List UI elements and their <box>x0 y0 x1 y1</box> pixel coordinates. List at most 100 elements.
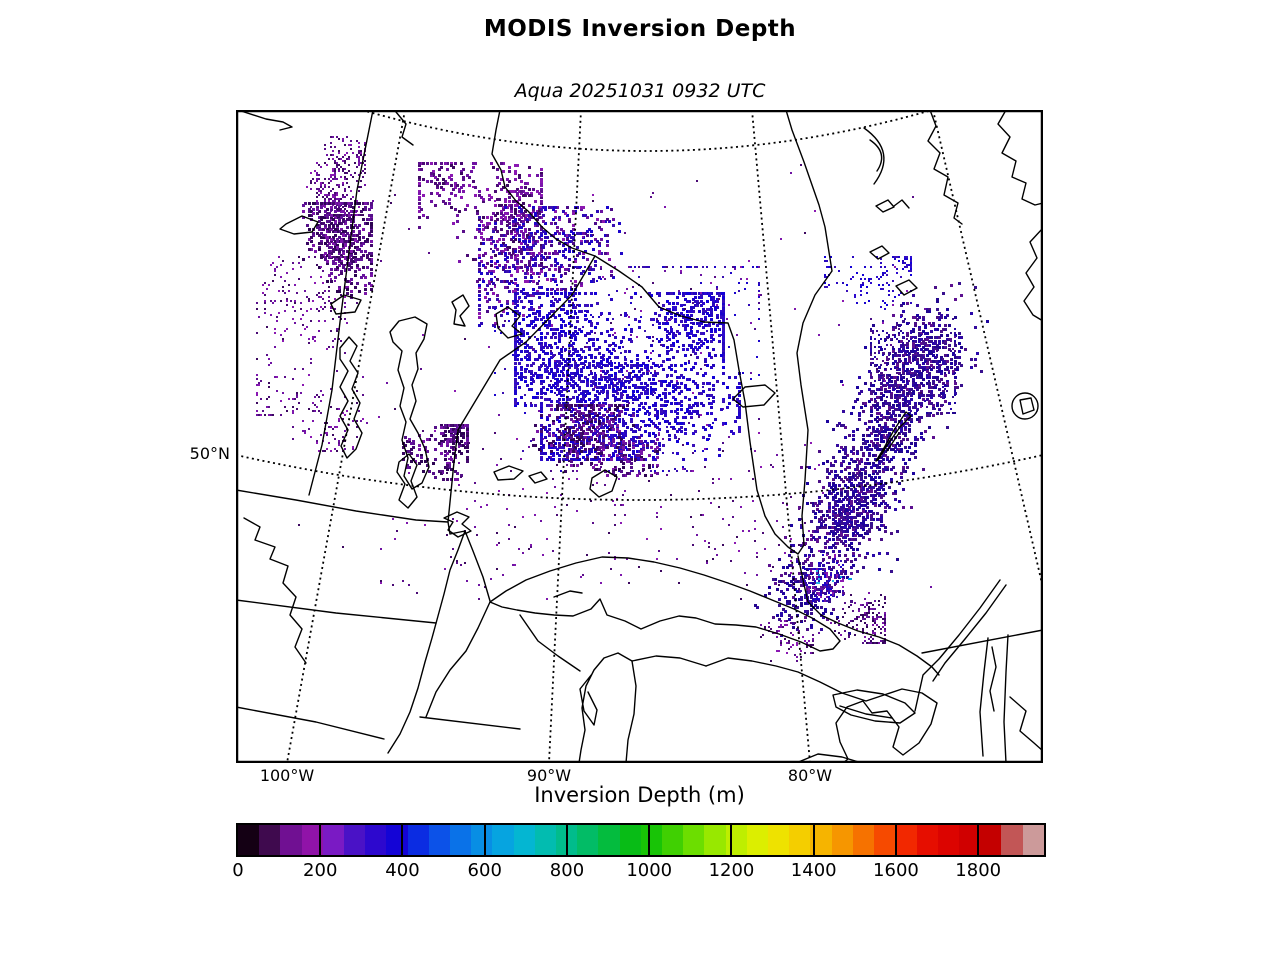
colorbar-segment <box>852 825 875 855</box>
belcher-islands <box>893 199 910 209</box>
graticule <box>236 110 1043 763</box>
map-canvas <box>236 110 1043 763</box>
us-canada-border-45n <box>921 629 1043 654</box>
colorbar-tick-mark <box>894 823 897 857</box>
colorbar-tick-label: 1000 <box>626 860 673 881</box>
colorbar-tick-mark <box>648 823 651 857</box>
colorbar-tick-label: 800 <box>549 860 585 881</box>
colorbar-segment <box>831 825 853 855</box>
lat-tick-label-50n: 50°N <box>189 444 230 463</box>
quebec-small-lakes <box>869 199 918 296</box>
lake-nipigon <box>589 469 618 498</box>
manicouagan-island <box>1019 397 1035 415</box>
colorbar-segment <box>365 825 387 855</box>
atlantic-coast-hint <box>1009 696 1043 752</box>
lon-tick-label: 100°W <box>259 766 315 785</box>
parallel-55n <box>361 110 933 152</box>
parallel-50n <box>236 454 1043 501</box>
colorbar-segment <box>534 825 557 855</box>
colorbar-tick-label: 400 <box>385 860 420 881</box>
quebec-right-coast <box>1023 227 1043 322</box>
lon-tick-label: 80°W <box>787 766 833 785</box>
lake-winnipeg <box>389 316 430 490</box>
plot-subtitle: Aqua 20251031 0932 UTC <box>514 80 766 102</box>
colorbar-tick-mark <box>812 823 815 857</box>
red-river-border <box>387 530 466 754</box>
colorbar-tick-mark <box>730 823 733 857</box>
meridian-80w <box>751 110 811 763</box>
colorbar-segment <box>322 825 345 855</box>
colorbar-segment <box>1022 825 1044 855</box>
colorbar-segment <box>428 825 451 855</box>
wisconsin-lines <box>419 601 581 730</box>
mackinac-shore <box>631 655 707 667</box>
colorbar-segment <box>301 825 323 855</box>
colorbar-segment <box>471 825 493 855</box>
colorbar-segment <box>450 825 472 855</box>
st-lawrence-river <box>914 579 1007 712</box>
colorbar-segment <box>492 825 514 855</box>
colorbar-segment <box>1001 825 1023 855</box>
lake-erie-edge <box>795 753 863 763</box>
colorbar-tick-mark <box>401 823 404 857</box>
colorbar-segment <box>662 825 684 855</box>
colorbar-segment <box>640 825 663 855</box>
map-axes <box>236 110 1043 763</box>
missouri-river <box>243 517 307 664</box>
colorbar-segment <box>768 825 790 855</box>
colorbar-tick-label: 200 <box>303 860 338 881</box>
lake-huron-georgian-bay <box>705 657 938 763</box>
colorbar-tick-mark <box>977 823 980 857</box>
manicouagan-ring <box>1011 392 1039 420</box>
colorbar-segment <box>980 825 1002 855</box>
us-canada-border-49n <box>236 489 491 602</box>
lon-tick-label: 90°W <box>526 766 572 785</box>
ungava-coast <box>927 110 963 225</box>
colorbar-segment <box>895 825 917 855</box>
meridian-100w <box>286 110 406 763</box>
saskatchewan-lakes <box>279 215 523 339</box>
colorbar-segment <box>344 825 366 855</box>
northeast-state-lines <box>979 634 1009 763</box>
colorbar-tick-mark <box>319 823 322 857</box>
colorbar-segment <box>598 825 620 855</box>
colorbar-tick-label: 1800 <box>955 860 1002 881</box>
modis-data-pixels <box>256 136 989 662</box>
colorbar-segment <box>746 825 769 855</box>
colorbar-segment <box>259 825 281 855</box>
plot-title: MODIS Inversion Depth <box>483 16 797 42</box>
colorbar-segment <box>916 825 938 855</box>
colorbar-title: Inversion Depth (m) <box>534 783 745 807</box>
colorbar-segment <box>513 825 535 855</box>
colorbar-tick-mark <box>483 823 486 857</box>
lake-of-the-woods <box>443 511 472 538</box>
quebec-top-right-coast <box>997 110 1043 206</box>
manitoba-ontario-border <box>447 255 596 523</box>
lake-winnipegosis <box>339 336 363 459</box>
northwest-corner-rivers <box>237 110 414 146</box>
colorbar-tick-label: 600 <box>467 860 502 881</box>
coastlines <box>236 110 1043 763</box>
colorbar-tick-label: 1200 <box>708 860 755 881</box>
colorbar-tick-label: 1400 <box>790 860 837 881</box>
akimiski-island <box>732 384 776 408</box>
ottawa-river <box>797 555 940 676</box>
colorbar-tick-label: 1600 <box>873 860 919 881</box>
lac-seul-area <box>493 465 548 484</box>
meridian-90w <box>548 110 582 763</box>
nd-sd-border <box>236 599 437 624</box>
sd-ne-border <box>236 706 385 740</box>
colorbar-segment <box>619 825 641 855</box>
lake-ontario <box>832 689 916 724</box>
colorbar-segment <box>874 825 896 855</box>
colorbar-segment <box>810 825 832 855</box>
richmond-gulf <box>863 127 885 185</box>
lake-michigan-east <box>625 660 637 763</box>
colorbar-segment <box>937 825 959 855</box>
map-frame <box>236 110 1043 763</box>
colorbar-segment <box>789 825 811 855</box>
isle-royale <box>553 590 583 598</box>
lake-manitoba <box>396 453 418 509</box>
colorbar-segment <box>386 825 408 855</box>
